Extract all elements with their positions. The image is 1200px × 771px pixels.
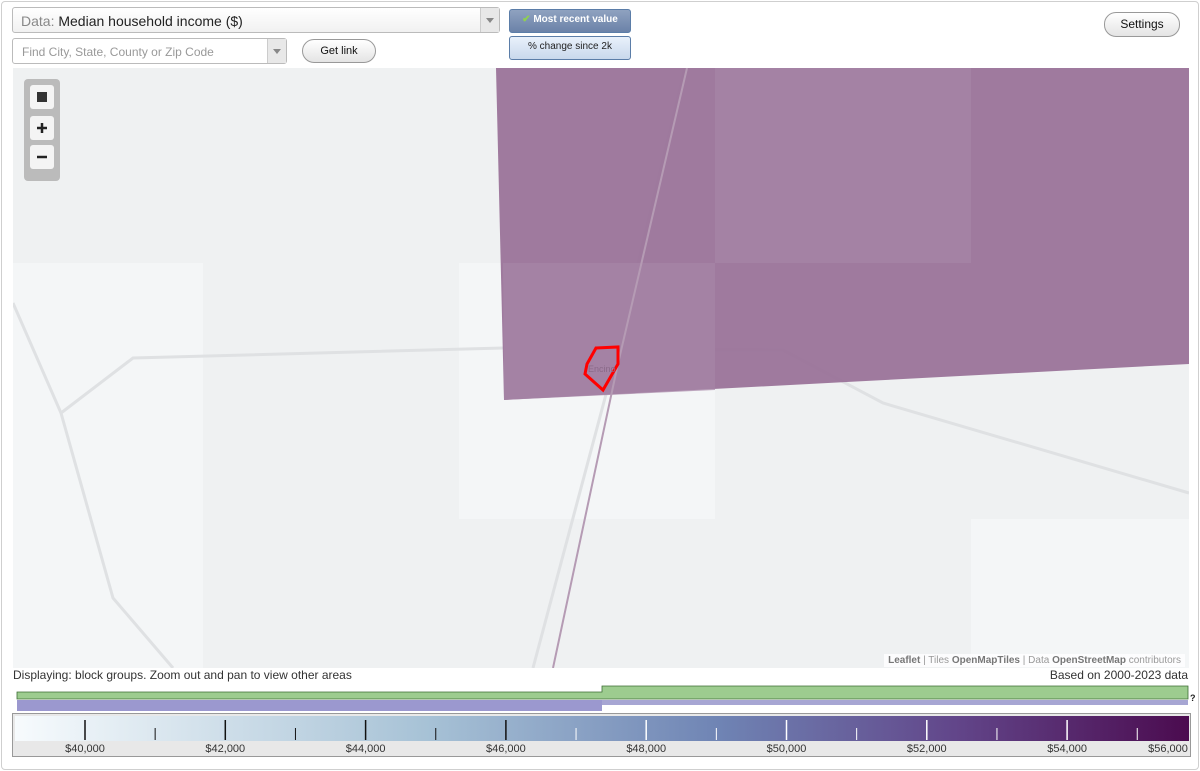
- map[interactable]: Encino Leaflet | Tiles OpenMapTiles | Da…: [13, 68, 1189, 668]
- leaflet-link[interactable]: Leaflet: [888, 655, 921, 666]
- legend-label: $42,000: [205, 743, 245, 755]
- view-range-rest: [602, 700, 1188, 705]
- plus-icon: [37, 123, 47, 133]
- data-range-bar: [16, 685, 1189, 700]
- legend-label: $48,000: [626, 743, 666, 755]
- choropleth-cell[interactable]: [503, 263, 715, 400]
- legend-label: $44,000: [346, 743, 386, 755]
- legend-gradient: [15, 716, 1189, 741]
- legend-label: $40,000: [65, 743, 105, 755]
- search-box[interactable]: Find City, State, County or Zip Code: [12, 38, 287, 64]
- attr-text: contributors: [1128, 655, 1181, 666]
- based-on-note: Based on 2000-2023 data: [1049, 668, 1188, 682]
- legend-label: $52,000: [907, 743, 947, 755]
- place-label: Encino: [588, 364, 616, 374]
- legend-label: $54,000: [1047, 743, 1087, 755]
- range-bars: ?: [16, 685, 1196, 711]
- attr-text: | Tiles: [923, 655, 950, 666]
- attr-text: | Data: [1022, 655, 1050, 666]
- map-canvas: Encino: [13, 68, 1189, 668]
- attribution: Leaflet | Tiles OpenMapTiles | Data Open…: [884, 654, 1185, 667]
- fullscreen-icon: [37, 92, 47, 102]
- tiles-link[interactable]: OpenMapTiles: [951, 655, 1020, 666]
- color-legend: $40,000 $42,000 $44,000 $46,000 $48,000 $50,0…: [12, 713, 1191, 757]
- legend-label: $56,000: [1148, 743, 1188, 755]
- dropdown-arrow[interactable]: [267, 39, 286, 63]
- most-recent-label: Most recent value: [533, 14, 618, 25]
- view-range-bar: [17, 700, 602, 711]
- zoom-control: [24, 79, 60, 181]
- zoom-icons: [30, 85, 54, 169]
- tile: [13, 263, 203, 668]
- selected-boundary[interactable]: [583, 345, 620, 393]
- pct-change-toggle[interactable]: % change since 2k: [509, 36, 631, 60]
- get-link-button[interactable]: Get link: [302, 39, 376, 63]
- legend-label: $46,000: [486, 743, 526, 755]
- displaying-note: Displaying: block groups. Zoom out and p…: [13, 668, 352, 682]
- most-recent-toggle[interactable]: ✔ Most recent value: [509, 9, 631, 33]
- help-mark[interactable]: ?: [1190, 693, 1196, 703]
- legend-label: $50,000: [767, 743, 807, 755]
- data-label: Data:: [21, 13, 55, 29]
- data-value: Median household income ($): [58, 13, 243, 29]
- dropdown-arrow[interactable]: [480, 8, 499, 32]
- data-select[interactable]: Data: Median household income ($): [12, 7, 500, 33]
- tile: [971, 519, 1189, 668]
- osm-link[interactable]: OpenStreetMap: [1052, 655, 1126, 666]
- choropleth-cell[interactable]: [715, 68, 971, 263]
- search-placeholder: Find City, State, County or Zip Code: [22, 45, 214, 59]
- settings-button[interactable]: Settings: [1104, 12, 1180, 37]
